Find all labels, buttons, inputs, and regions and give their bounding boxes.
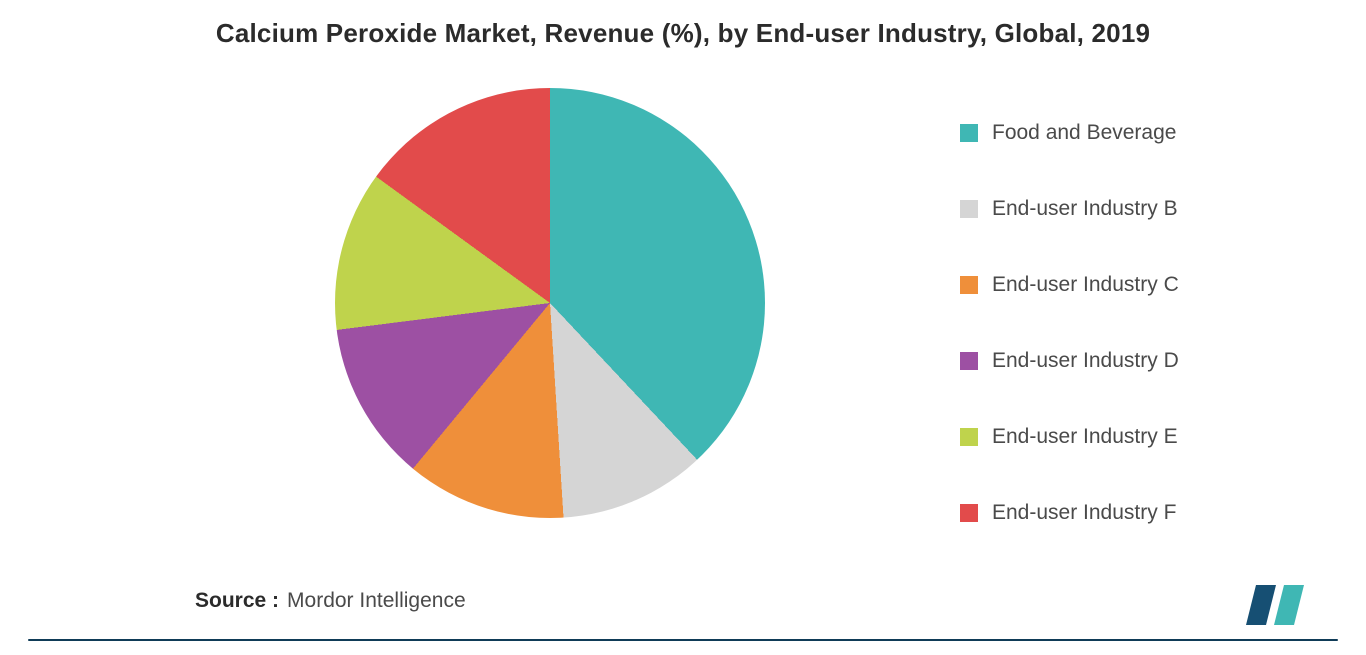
pie-canvas (335, 88, 765, 518)
legend-item: End-user Industry D (960, 323, 1179, 399)
legend-swatch (960, 200, 978, 218)
brand-logo (1246, 585, 1316, 625)
legend-swatch (960, 124, 978, 142)
legend-swatch (960, 428, 978, 446)
legend-item: End-user Industry E (960, 399, 1179, 475)
legend-item: End-user Industry B (960, 171, 1179, 247)
chart-title: Calcium Peroxide Market, Revenue (%), by… (0, 18, 1366, 49)
legend-label: End-user Industry E (992, 425, 1178, 449)
pie-chart (335, 88, 765, 518)
legend-item: End-user Industry C (960, 247, 1179, 323)
baseline-rule (28, 639, 1338, 641)
legend-label: End-user Industry B (992, 197, 1178, 221)
legend-item: End-user Industry F (960, 475, 1179, 551)
chart-frame: Calcium Peroxide Market, Revenue (%), by… (0, 0, 1366, 655)
legend-label: End-user Industry F (992, 501, 1176, 525)
source-line: Source : Mordor Intelligence (195, 589, 466, 613)
legend-label: Food and Beverage (992, 121, 1176, 145)
legend-swatch (960, 504, 978, 522)
legend-label: End-user Industry D (992, 349, 1179, 373)
legend: Food and Beverage End-user Industry B End-… (960, 95, 1179, 551)
legend-item: Food and Beverage (960, 95, 1179, 171)
legend-swatch (960, 352, 978, 370)
legend-label: End-user Industry C (992, 273, 1179, 297)
source-label: Source : (195, 589, 279, 613)
source-value: Mordor Intelligence (287, 589, 466, 613)
legend-swatch (960, 276, 978, 294)
